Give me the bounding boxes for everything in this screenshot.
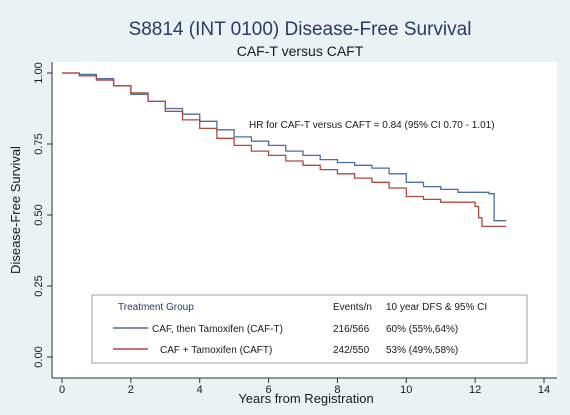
y-tick-label: 0.25 [33,275,45,296]
legend-box [91,294,528,364]
hazard-ratio-annotation: HR for CAF-T versus CAFT = 0.84 (95% CI … [249,120,495,131]
legend-events-caf-t: 216/566 [333,324,370,335]
x-tick-label: 0 [59,384,65,396]
x-tick-label: 10 [400,384,412,396]
series-line-caft [62,72,507,228]
series-line-caf-t [62,72,507,222]
y-axis-ticks: 0.00 0.25 0.50 0.75 1.00 [33,62,52,368]
legend-dfs-caf-t: 60% (55%,64%) [386,324,458,335]
y-tick-label: 0.50 [33,204,45,225]
legend-label-caft: CAF + Tamoxifen (CAFT) [160,345,272,356]
x-tick-label: 12 [469,384,481,396]
x-tick-label: 4 [197,384,203,396]
y-tick-label: 1.00 [33,62,45,83]
legend-label-caf-t: CAF, then Tamoxifen (CAF-T) [152,324,283,335]
survival-curves [62,72,507,228]
legend-header-dfs: 10 year DFS & 95% CI [386,302,487,313]
x-tick-label: 14 [538,384,550,396]
legend: Treatment Group Events/n 10 year DFS & 9… [91,294,528,364]
chart-title: S8814 (INT 0100) Disease-Free Survival [129,19,472,40]
y-axis-label: Disease-Free Survival [8,146,23,274]
y-tick-label: 0.75 [33,133,45,154]
x-axis-ticks: 0 2 4 6 8 10 12 14 [59,378,550,396]
x-tick-label: 6 [266,384,272,396]
y-tick-label: 0.00 [33,346,45,367]
chart-subtitle: CAF-T versus CAFT [237,43,364,59]
legend-events-caft: 242/550 [333,345,370,356]
legend-header-events: Events/n [333,302,372,313]
x-axis-label: Years from Registration [238,391,373,406]
x-tick-label: 2 [128,384,134,396]
legend-dfs-caft: 53% (49%,58%) [386,345,458,356]
legend-header-group: Treatment Group [118,302,194,313]
x-tick-label: 8 [334,384,340,396]
